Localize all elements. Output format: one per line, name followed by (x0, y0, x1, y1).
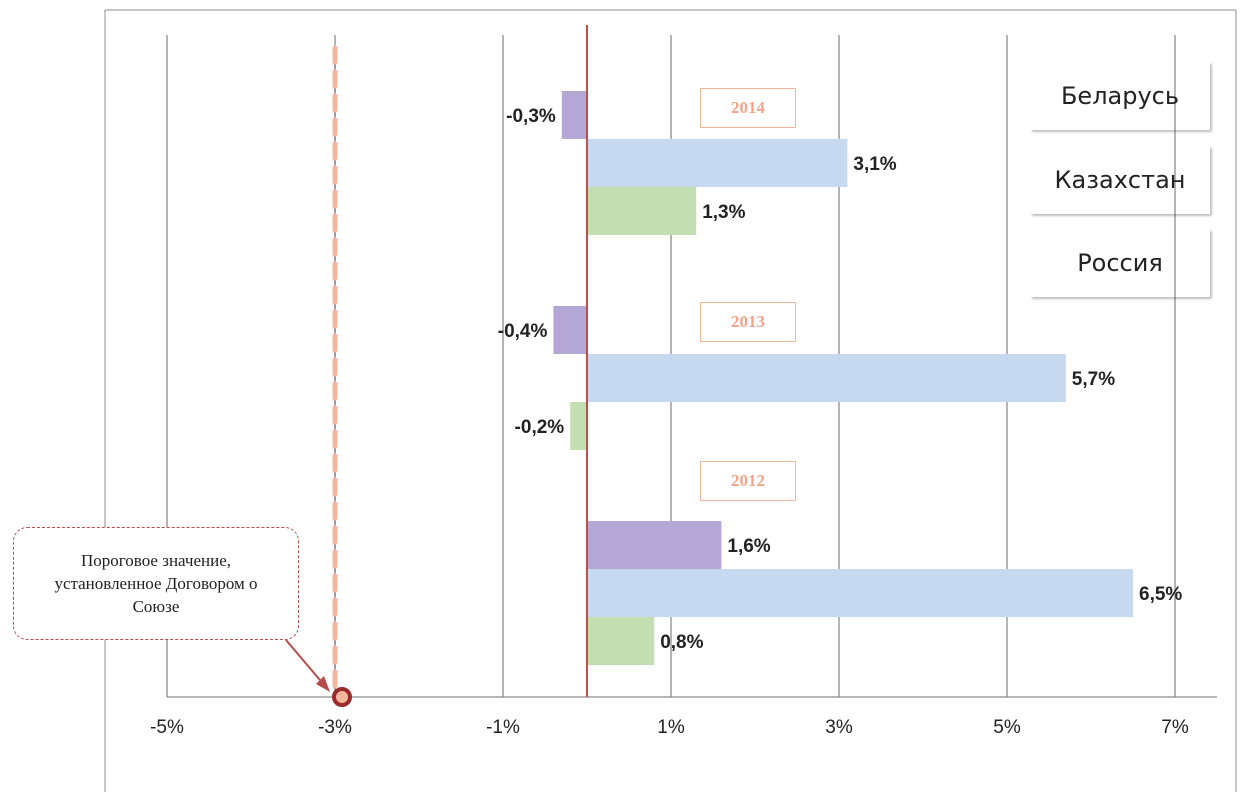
legend-label-belarus: Беларусь (1060, 82, 1180, 110)
x-tick-label-0: -5% (150, 717, 184, 738)
callout-arrow-head (316, 676, 330, 692)
year-label-2013: 2013 (700, 302, 796, 342)
data-label-2012-2: 0,8% (660, 632, 703, 653)
legend-item-russia: Россия (1030, 229, 1210, 297)
bar-2014-0 (561, 91, 587, 139)
year-label-2012: 2012 (700, 461, 796, 501)
year-label-2012-text: 2012 (731, 471, 765, 490)
bar-2013-1 (587, 354, 1066, 402)
data-label-2012-0: 1,6% (727, 536, 770, 557)
callout-arrow-line (285, 639, 326, 687)
year-label-2014: 2014 (700, 88, 796, 128)
data-label-2012-1: 6,5% (1139, 584, 1182, 605)
x-tick-label-3: 1% (657, 717, 685, 738)
bar-2012-1 (587, 569, 1133, 617)
data-label-2014-0: -0,3% (506, 106, 556, 127)
bar-2012-0 (587, 521, 722, 569)
threshold-marker (332, 687, 352, 707)
x-tick-label-4: 3% (825, 717, 853, 738)
bar-2014-1 (587, 139, 848, 187)
data-label-2014-1: 3,1% (853, 154, 896, 175)
x-tick-label-6: 7% (1161, 717, 1189, 738)
data-label-2013-0: -0,4% (498, 321, 548, 342)
year-label-2013-text: 2013 (731, 312, 765, 331)
x-tick-label-1: -3% (318, 717, 352, 738)
x-tick-label-5: 5% (993, 717, 1021, 738)
bar-2012-2 (587, 617, 655, 665)
threshold-callout: Пороговое значение, установленное Догово… (13, 527, 299, 640)
legend-label-russia: Россия (1077, 249, 1163, 277)
bar-2013-2 (570, 402, 587, 450)
legend-label-kazakhstan: Казахстан (1054, 166, 1186, 194)
legend-item-belarus: Беларусь (1030, 62, 1210, 130)
bar-2014-2 (587, 187, 697, 235)
data-label-2014-2: 1,3% (702, 202, 745, 223)
year-label-2014-text: 2014 (731, 98, 765, 117)
data-label-2013-1: 5,7% (1072, 369, 1115, 390)
legend-item-kazakhstan: Казахстан (1030, 146, 1210, 214)
bar-2013-0 (553, 306, 587, 354)
data-label-2013-2: -0,2% (515, 417, 565, 438)
threshold-callout-text: Пороговое значение, установленное Догово… (54, 551, 258, 616)
x-tick-label-2: -1% (486, 717, 520, 738)
